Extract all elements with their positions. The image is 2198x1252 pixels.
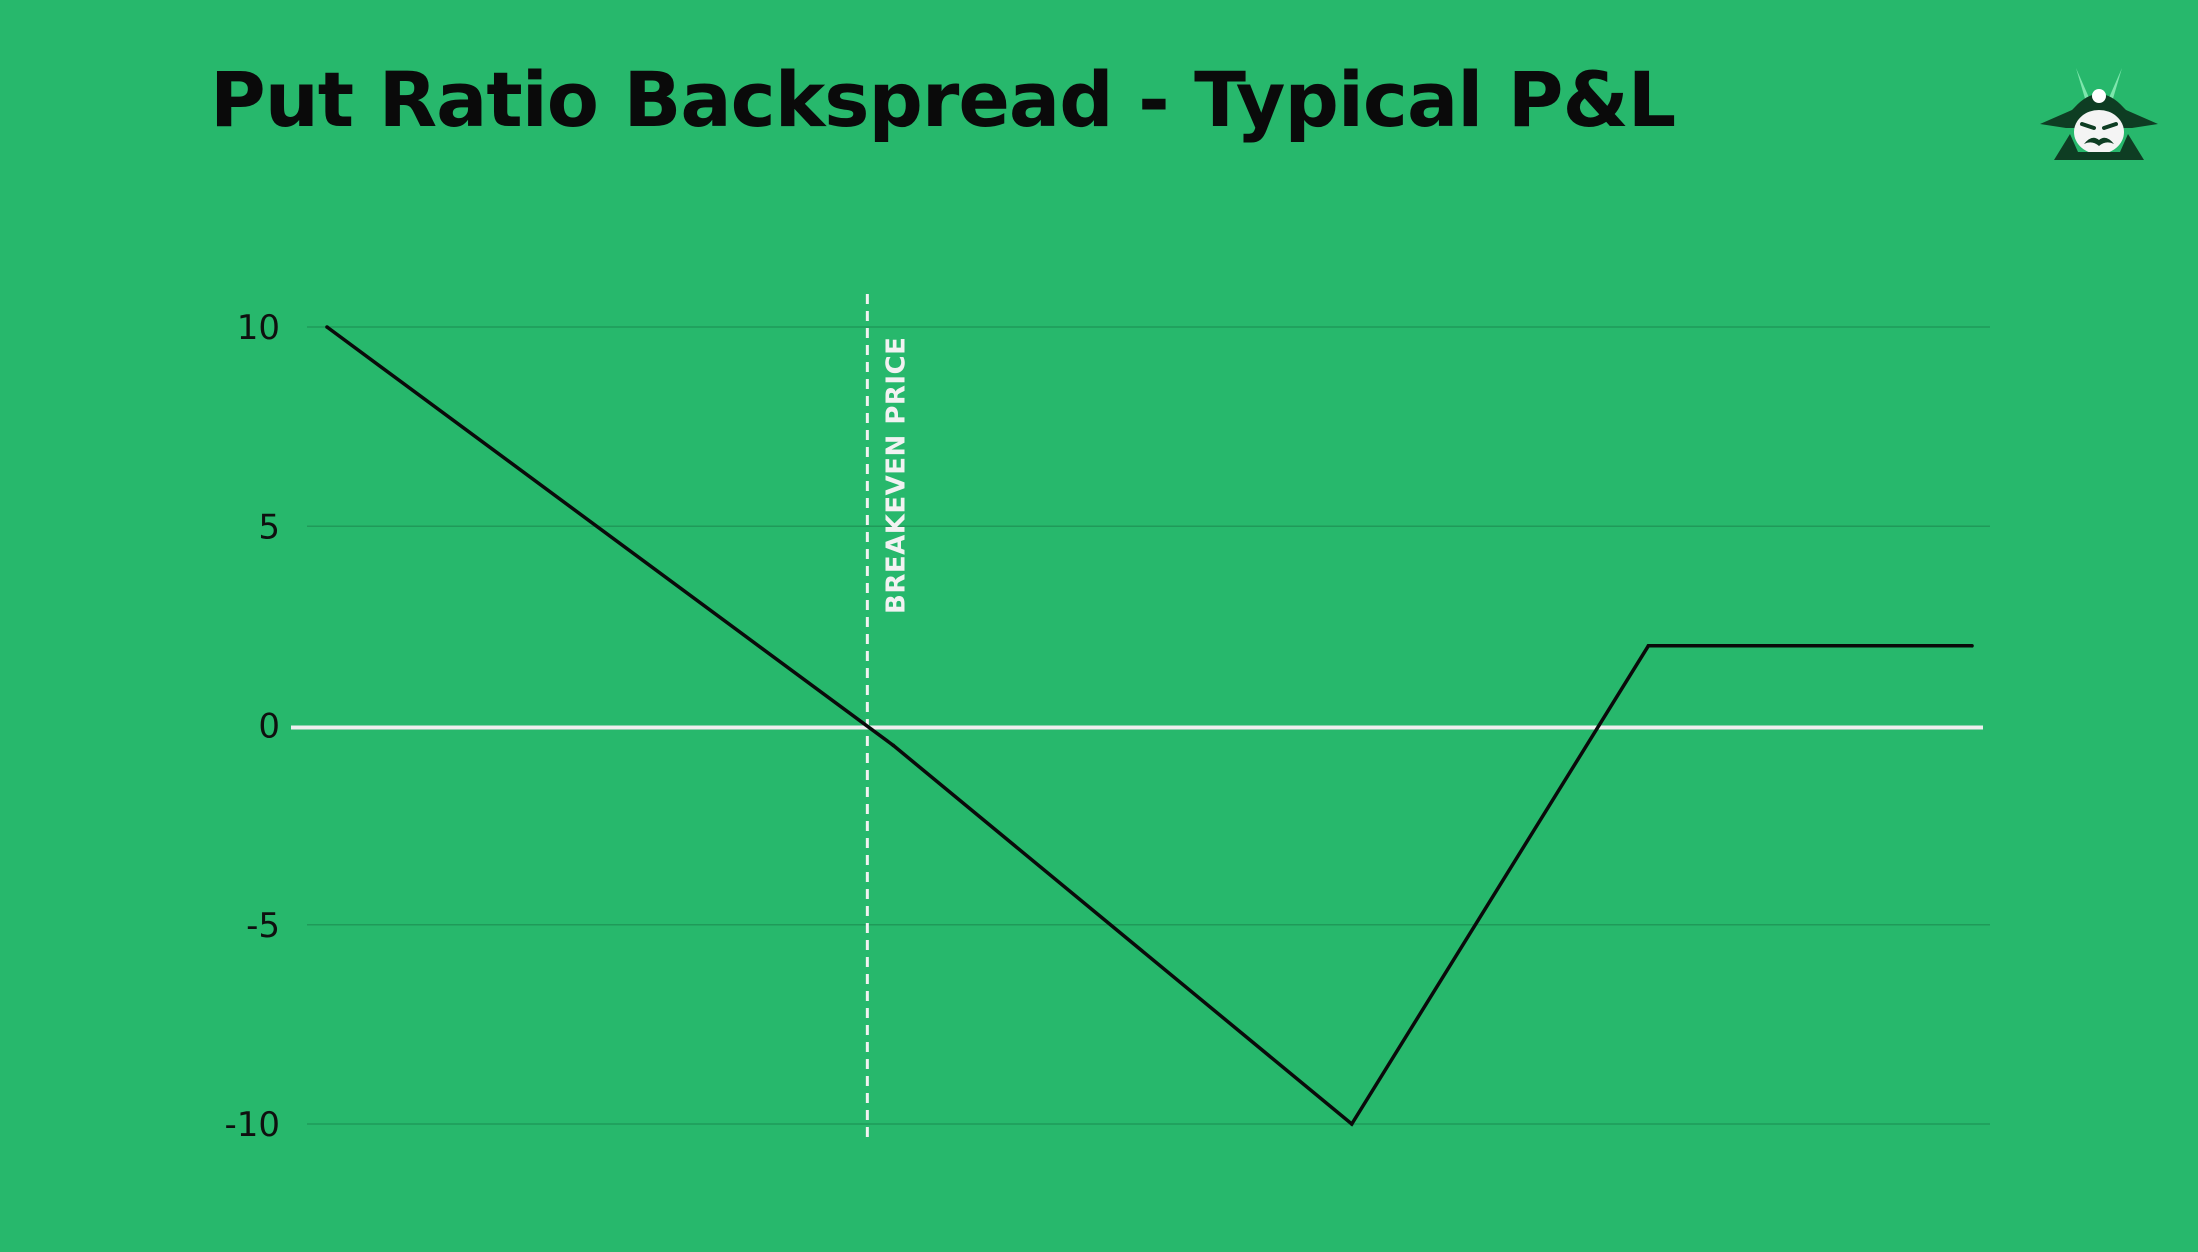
gridlines — [307, 326, 1990, 1125]
pl-series — [325, 325, 1974, 1127]
mascot-mustache — [2084, 137, 2114, 146]
breakeven-label: BREAKEVEN PRICE — [881, 337, 911, 614]
y-tick-label: -5 — [246, 906, 280, 946]
mascot-armor — [2054, 134, 2144, 160]
samurai-mascot-icon — [2040, 68, 2158, 160]
pl-point — [325, 325, 329, 329]
y-tick-label: 10 — [237, 308, 280, 348]
pl-point — [1646, 644, 1651, 648]
pl-point — [891, 743, 896, 748]
y-tick-label: 0 — [258, 707, 280, 747]
mascot-eyes — [2080, 122, 2118, 130]
y-tick-label: -10 — [224, 1105, 280, 1145]
breakeven-annotation: BREAKEVEN PRICE — [865, 294, 911, 1141]
mascot-face — [2074, 110, 2124, 154]
pl-point — [1970, 644, 1974, 648]
chart-title: Put Ratio Backspread - Typical P&L — [210, 55, 1676, 144]
y-axis-tick-labels: 10 5 0 -5 -10 — [224, 308, 280, 1145]
helmet-horns — [2076, 68, 2122, 102]
pl-point — [1349, 1122, 1354, 1126]
y-tick-label: 5 — [258, 507, 280, 547]
helmet-crest — [2092, 89, 2106, 103]
